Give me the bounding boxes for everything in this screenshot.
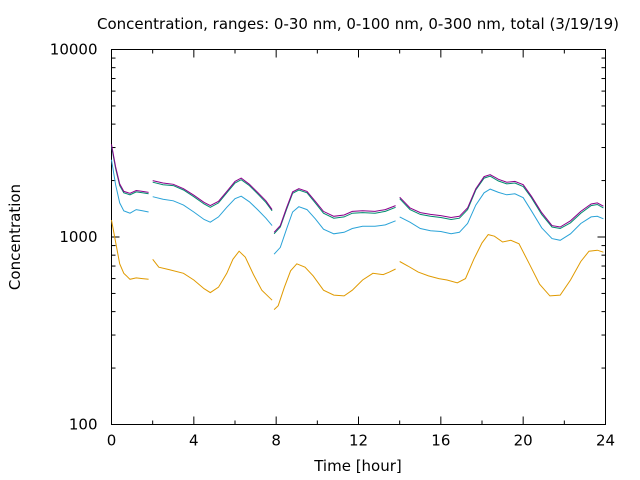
series-4-segment-2 — [152, 177, 273, 210]
chart-title: Concentration, ranges: 0-30 nm, 0-100 nm… — [97, 15, 619, 33]
series-4-segment-4 — [399, 174, 604, 228]
tick-labels: 0 4 8 12 16 20 24 100 1000 10000 — [50, 41, 615, 450]
series-2-segment-4 — [399, 188, 604, 241]
series-2-segment-2 — [152, 195, 273, 226]
series-3-segment-2 — [152, 179, 273, 212]
series-1-segment-3 — [273, 263, 396, 310]
series-2-segment-1 — [111, 159, 149, 214]
series-1-segment-1 — [111, 220, 149, 280]
y-tick-label: 10000 — [50, 41, 98, 59]
x-tick-label: 12 — [349, 432, 368, 450]
series-3-segment-1 — [111, 146, 149, 196]
x-tick-label: 8 — [271, 432, 281, 450]
x-axis-label: Time [hour] — [313, 457, 402, 475]
x-tick-label: 16 — [431, 432, 450, 450]
plot-frame — [111, 49, 606, 425]
y-axis-label: Concentration — [6, 184, 24, 290]
series-3-segment-4 — [399, 175, 604, 230]
series-group — [111, 144, 604, 310]
series-2-segment-3 — [273, 206, 396, 255]
y-tick-label: 100 — [69, 416, 98, 434]
x-tick-label: 4 — [189, 432, 199, 450]
y-tick-label: 1000 — [59, 228, 97, 246]
series-3-segment-3 — [273, 189, 396, 235]
x-tick-label: 24 — [596, 432, 615, 450]
series-1-segment-4 — [399, 234, 604, 297]
series-4-segment-1 — [111, 144, 149, 194]
x-tick-label: 20 — [514, 432, 533, 450]
axis-ticks — [111, 49, 606, 425]
series-4-segment-3 — [273, 188, 396, 233]
x-tick-label: 0 — [107, 432, 117, 450]
series-1-segment-2 — [152, 250, 273, 301]
